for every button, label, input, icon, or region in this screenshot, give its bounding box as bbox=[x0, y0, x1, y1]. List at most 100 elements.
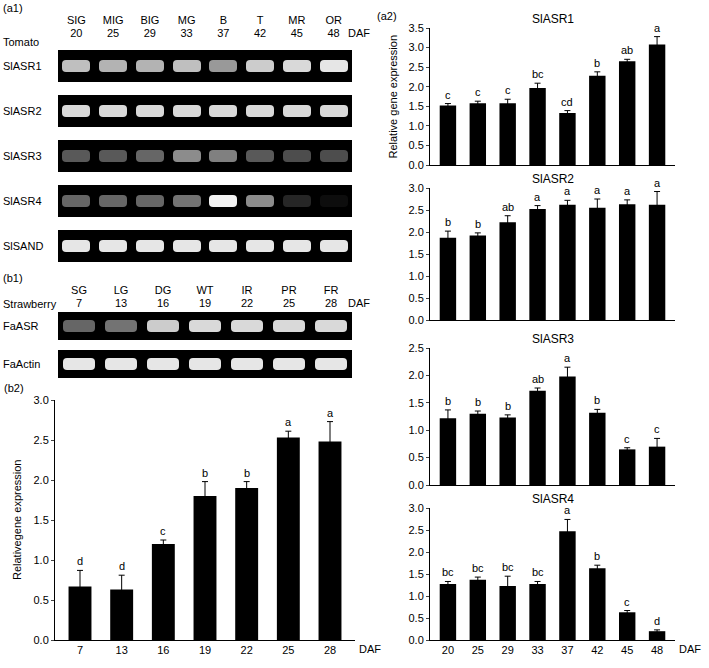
svg-text:25: 25 bbox=[282, 644, 294, 656]
svg-text:SlASR2: SlASR2 bbox=[532, 172, 574, 186]
svg-text:16: 16 bbox=[157, 644, 169, 656]
svg-text:bc: bc bbox=[532, 566, 544, 578]
svg-text:b: b bbox=[202, 467, 208, 479]
svg-text:d: d bbox=[654, 615, 660, 627]
svg-text:25: 25 bbox=[472, 644, 484, 656]
svg-text:ab: ab bbox=[621, 44, 633, 56]
svg-text:37: 37 bbox=[561, 644, 573, 656]
svg-text:20: 20 bbox=[442, 644, 454, 656]
svg-text:a: a bbox=[327, 407, 334, 419]
svg-text:ab: ab bbox=[532, 373, 544, 385]
svg-text:a: a bbox=[654, 177, 661, 189]
svg-text:a: a bbox=[594, 184, 601, 196]
svg-text:d: d bbox=[77, 555, 83, 567]
svg-text:7: 7 bbox=[77, 644, 83, 656]
html-text:(a1): (a1) bbox=[3, 2, 23, 14]
svg-text:a: a bbox=[285, 416, 292, 428]
svg-text:b: b bbox=[594, 550, 600, 562]
svg-text:0.0: 0.0 bbox=[34, 634, 49, 646]
svg-text:29: 29 bbox=[502, 644, 514, 656]
svg-text:2.5: 2.5 bbox=[409, 342, 424, 354]
svg-text:3.0: 3.0 bbox=[409, 182, 424, 194]
svg-text:a: a bbox=[624, 185, 631, 197]
svg-text:2.5: 2.5 bbox=[34, 434, 49, 446]
svg-text:b: b bbox=[445, 216, 451, 228]
svg-text:1.0: 1.0 bbox=[409, 590, 424, 602]
svg-text:0.0: 0.0 bbox=[409, 634, 424, 646]
svg-text:ab: ab bbox=[502, 201, 514, 213]
svg-text:DAF: DAF bbox=[679, 643, 701, 655]
svg-text:3.0: 3.0 bbox=[409, 502, 424, 514]
svg-text:b: b bbox=[445, 395, 451, 407]
svg-text:1.5: 1.5 bbox=[409, 100, 424, 112]
svg-text:cd: cd bbox=[561, 96, 573, 108]
svg-text:b: b bbox=[475, 218, 481, 230]
svg-text:42: 42 bbox=[591, 644, 603, 656]
svg-text:2.5: 2.5 bbox=[409, 204, 424, 216]
svg-text:SlASR4: SlASR4 bbox=[532, 492, 574, 506]
svg-text:(a2): (a2) bbox=[377, 10, 397, 22]
svg-text:bc: bc bbox=[532, 68, 544, 80]
svg-text:1.0: 1.0 bbox=[409, 424, 424, 436]
svg-text:1.5: 1.5 bbox=[409, 568, 424, 580]
svg-text:b: b bbox=[594, 57, 600, 69]
svg-text:c: c bbox=[505, 84, 511, 96]
svg-text:c: c bbox=[475, 86, 481, 98]
svg-text:1.0: 1.0 bbox=[409, 270, 424, 282]
svg-text:13: 13 bbox=[116, 644, 128, 656]
svg-text:a: a bbox=[654, 22, 661, 34]
svg-text:33: 33 bbox=[531, 644, 543, 656]
svg-text:0.0: 0.0 bbox=[409, 479, 424, 491]
svg-text:a: a bbox=[564, 352, 571, 364]
svg-text:2.0: 2.0 bbox=[409, 81, 424, 93]
svg-text:19: 19 bbox=[199, 644, 211, 656]
svg-text:Relativegene expression: Relativegene expression bbox=[11, 460, 23, 580]
svg-text:1.5: 1.5 bbox=[34, 514, 49, 526]
svg-text:c: c bbox=[624, 596, 630, 608]
svg-text:48: 48 bbox=[651, 644, 663, 656]
svg-text:1.5: 1.5 bbox=[409, 397, 424, 409]
svg-text:Relative gene expression: Relative gene expression bbox=[387, 35, 399, 159]
svg-text:SlASR3: SlASR3 bbox=[532, 332, 574, 346]
svg-text:0.0: 0.0 bbox=[409, 314, 424, 326]
svg-text:2.0: 2.0 bbox=[409, 369, 424, 381]
svg-text:0.5: 0.5 bbox=[409, 451, 424, 463]
svg-text:bc: bc bbox=[472, 562, 484, 574]
svg-text:c: c bbox=[654, 423, 660, 435]
svg-text:3.0: 3.0 bbox=[409, 41, 424, 53]
svg-text:2.5: 2.5 bbox=[409, 524, 424, 536]
svg-text:0.5: 0.5 bbox=[409, 139, 424, 151]
svg-text:0.5: 0.5 bbox=[409, 292, 424, 304]
svg-text:2.0: 2.0 bbox=[34, 474, 49, 486]
svg-text:28: 28 bbox=[324, 644, 336, 656]
svg-text:45: 45 bbox=[621, 644, 633, 656]
svg-text:b: b bbox=[505, 400, 511, 412]
svg-text:a: a bbox=[534, 191, 541, 203]
svg-text:0.5: 0.5 bbox=[34, 594, 49, 606]
svg-text:1.0: 1.0 bbox=[34, 554, 49, 566]
svg-text:3.5: 3.5 bbox=[409, 22, 424, 34]
svg-text:bc: bc bbox=[442, 566, 454, 578]
svg-text:22: 22 bbox=[241, 644, 253, 656]
svg-text:d: d bbox=[119, 560, 125, 572]
svg-text:(b2): (b2) bbox=[4, 382, 24, 394]
svg-text:a: a bbox=[564, 185, 571, 197]
svg-text:a: a bbox=[564, 504, 571, 516]
svg-text:DAF: DAF bbox=[359, 643, 381, 655]
svg-text:c: c bbox=[160, 525, 166, 537]
svg-text:c: c bbox=[445, 89, 451, 101]
svg-text:bc: bc bbox=[502, 561, 514, 573]
svg-text:b: b bbox=[475, 396, 481, 408]
svg-text:c: c bbox=[624, 433, 630, 445]
svg-text:b: b bbox=[244, 467, 250, 479]
svg-text:3.0: 3.0 bbox=[34, 394, 49, 406]
svg-text:2.0: 2.0 bbox=[409, 226, 424, 238]
svg-text:SlASR1: SlASR1 bbox=[532, 12, 574, 26]
svg-text:2.5: 2.5 bbox=[409, 61, 424, 73]
svg-text:2.0: 2.0 bbox=[409, 546, 424, 558]
svg-text:1.5: 1.5 bbox=[409, 248, 424, 260]
svg-text:0.0: 0.0 bbox=[409, 159, 424, 171]
svg-text:0.5: 0.5 bbox=[409, 612, 424, 624]
svg-text:1.0: 1.0 bbox=[409, 120, 424, 132]
svg-text:b: b bbox=[594, 394, 600, 406]
